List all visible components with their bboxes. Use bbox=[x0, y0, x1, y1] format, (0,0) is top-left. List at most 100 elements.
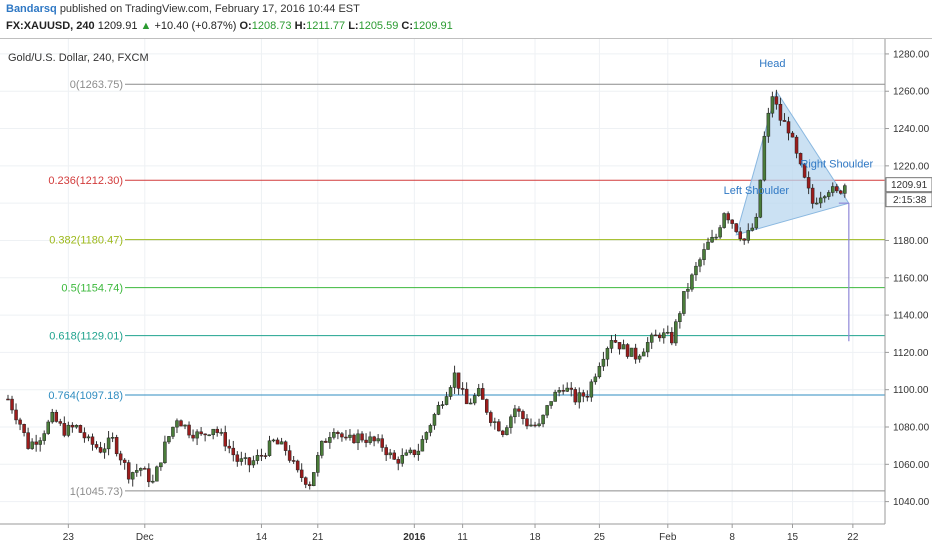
candle-body bbox=[175, 420, 179, 428]
pattern-label[interactable]: Head bbox=[759, 58, 785, 70]
candle-body bbox=[525, 418, 529, 427]
candle-body bbox=[424, 432, 429, 440]
candle-body bbox=[171, 426, 175, 437]
candle-body bbox=[279, 441, 284, 445]
candle-body bbox=[497, 421, 501, 432]
candle-body bbox=[662, 332, 666, 339]
countdown-label: 2:15:38 bbox=[893, 195, 927, 206]
candle-body bbox=[82, 432, 87, 439]
candle-body bbox=[30, 441, 34, 449]
candle-body bbox=[714, 236, 718, 239]
candle-body bbox=[271, 439, 276, 442]
candle-body bbox=[114, 437, 119, 455]
candle-body bbox=[251, 460, 256, 466]
candle-body bbox=[211, 428, 215, 436]
time-tick-label: 14 bbox=[256, 532, 268, 543]
candle-body bbox=[645, 342, 650, 353]
time-axis[interactable]: 23 Dec 14 21 2016 11 18 25 Feb 8 15 22 bbox=[0, 523, 885, 543]
candle-body bbox=[255, 455, 260, 461]
price-tick-label: 1060.00 bbox=[893, 460, 930, 471]
candle-body bbox=[440, 404, 445, 406]
candle-body bbox=[78, 425, 83, 433]
price-tick-label: 1040.00 bbox=[893, 497, 930, 508]
time-tick-label: 11 bbox=[457, 532, 468, 543]
candle-body bbox=[70, 424, 75, 428]
candle-body bbox=[529, 424, 533, 427]
countdown-box bbox=[885, 192, 932, 208]
candle-body bbox=[754, 216, 759, 229]
candle-body bbox=[6, 398, 10, 401]
pattern-annotations[interactable]: Head Left Shoulder Right Shoulder bbox=[724, 58, 874, 197]
time-tick-label: 21 bbox=[312, 532, 324, 543]
candle-body bbox=[653, 334, 658, 337]
symbol-label[interactable]: FX:XAUUSD, 240 bbox=[6, 20, 95, 32]
candle-body bbox=[826, 192, 831, 197]
candle-body bbox=[593, 376, 598, 383]
candle-body bbox=[489, 412, 493, 423]
candle-body bbox=[364, 439, 368, 443]
time-tick-label: 23 bbox=[63, 532, 75, 543]
candle-body bbox=[247, 457, 252, 466]
candle-body bbox=[621, 344, 626, 350]
candle-body bbox=[122, 459, 127, 463]
candle-body bbox=[810, 187, 815, 204]
candle-body bbox=[58, 421, 63, 424]
candle-body bbox=[577, 392, 582, 403]
candle-body bbox=[102, 448, 107, 453]
close-value: 1209.91 bbox=[413, 20, 453, 32]
candle-body bbox=[283, 441, 288, 451]
quote-line: FX:XAUUSD, 240 1209.91 ▲ +10.40 (+0.87%)… bbox=[6, 20, 453, 32]
price-axis[interactable]: 1280.001260.001240.001220.001200.001180.… bbox=[884, 39, 932, 524]
candle-body bbox=[207, 434, 211, 437]
candle-body bbox=[702, 249, 706, 260]
author-link[interactable]: Bandarsq bbox=[6, 3, 57, 15]
candle-body bbox=[706, 241, 710, 250]
last-price: 1209.91 bbox=[97, 20, 138, 32]
candle-body bbox=[34, 441, 38, 445]
candle-body bbox=[557, 390, 561, 393]
candle-body bbox=[328, 437, 332, 443]
fibonacci-retracement[interactable]: 0(1263.75) 0.236(1212.30) 0.382(1180.47) 0.… bbox=[48, 79, 885, 498]
candle-body bbox=[388, 452, 392, 456]
pattern-label[interactable]: Left Shoulder bbox=[724, 185, 790, 197]
open-value: 1208.73 bbox=[251, 20, 292, 32]
candle-body bbox=[291, 460, 296, 462]
candle-body bbox=[509, 416, 513, 428]
candle-body bbox=[163, 441, 167, 464]
candle-body bbox=[839, 190, 843, 194]
candle-body bbox=[183, 424, 187, 427]
candle-body bbox=[460, 388, 465, 390]
fib-level-label: 0.5(1154.74) bbox=[61, 283, 123, 295]
grid-lines bbox=[0, 39, 885, 524]
candle-body bbox=[396, 459, 400, 464]
price-tick-label: 1120.00 bbox=[893, 348, 929, 359]
candle-body bbox=[678, 313, 682, 322]
candle-body bbox=[26, 432, 30, 449]
candle-body bbox=[565, 387, 569, 392]
candle-body bbox=[493, 421, 497, 423]
candle-body bbox=[553, 391, 557, 402]
price-tick-label: 1160.00 bbox=[893, 273, 929, 284]
candle-body bbox=[830, 186, 835, 193]
chart-svg[interactable]: 0(1263.75) 0.236(1212.30) 0.382(1180.47) 0.… bbox=[0, 39, 932, 550]
candle-body bbox=[742, 238, 746, 241]
candle-body bbox=[770, 96, 775, 114]
price-chart[interactable]: 0(1263.75) 0.236(1212.30) 0.382(1180.47) 0.… bbox=[0, 38, 932, 550]
candle-body bbox=[287, 450, 292, 461]
candle-body bbox=[348, 434, 352, 438]
candle-body bbox=[718, 227, 722, 238]
candle-body bbox=[601, 358, 606, 367]
candle-body bbox=[98, 447, 103, 453]
candle-body bbox=[818, 197, 823, 204]
candle-body bbox=[569, 387, 573, 390]
candle-body bbox=[223, 432, 227, 447]
candle-body bbox=[324, 440, 328, 443]
candle-body bbox=[545, 405, 549, 416]
candle-body bbox=[613, 340, 618, 343]
candle-body bbox=[368, 436, 372, 443]
candle-body bbox=[521, 411, 525, 419]
price-tick-label: 1260.00 bbox=[893, 87, 930, 98]
pattern-label[interactable]: Right Shoulder bbox=[800, 159, 873, 171]
time-tick-label: 22 bbox=[847, 532, 859, 543]
candle-body bbox=[778, 104, 783, 121]
